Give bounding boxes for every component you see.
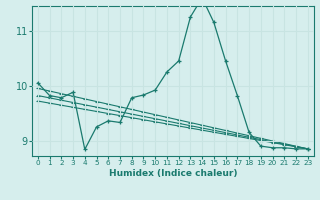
X-axis label: Humidex (Indice chaleur): Humidex (Indice chaleur) (108, 169, 237, 178)
